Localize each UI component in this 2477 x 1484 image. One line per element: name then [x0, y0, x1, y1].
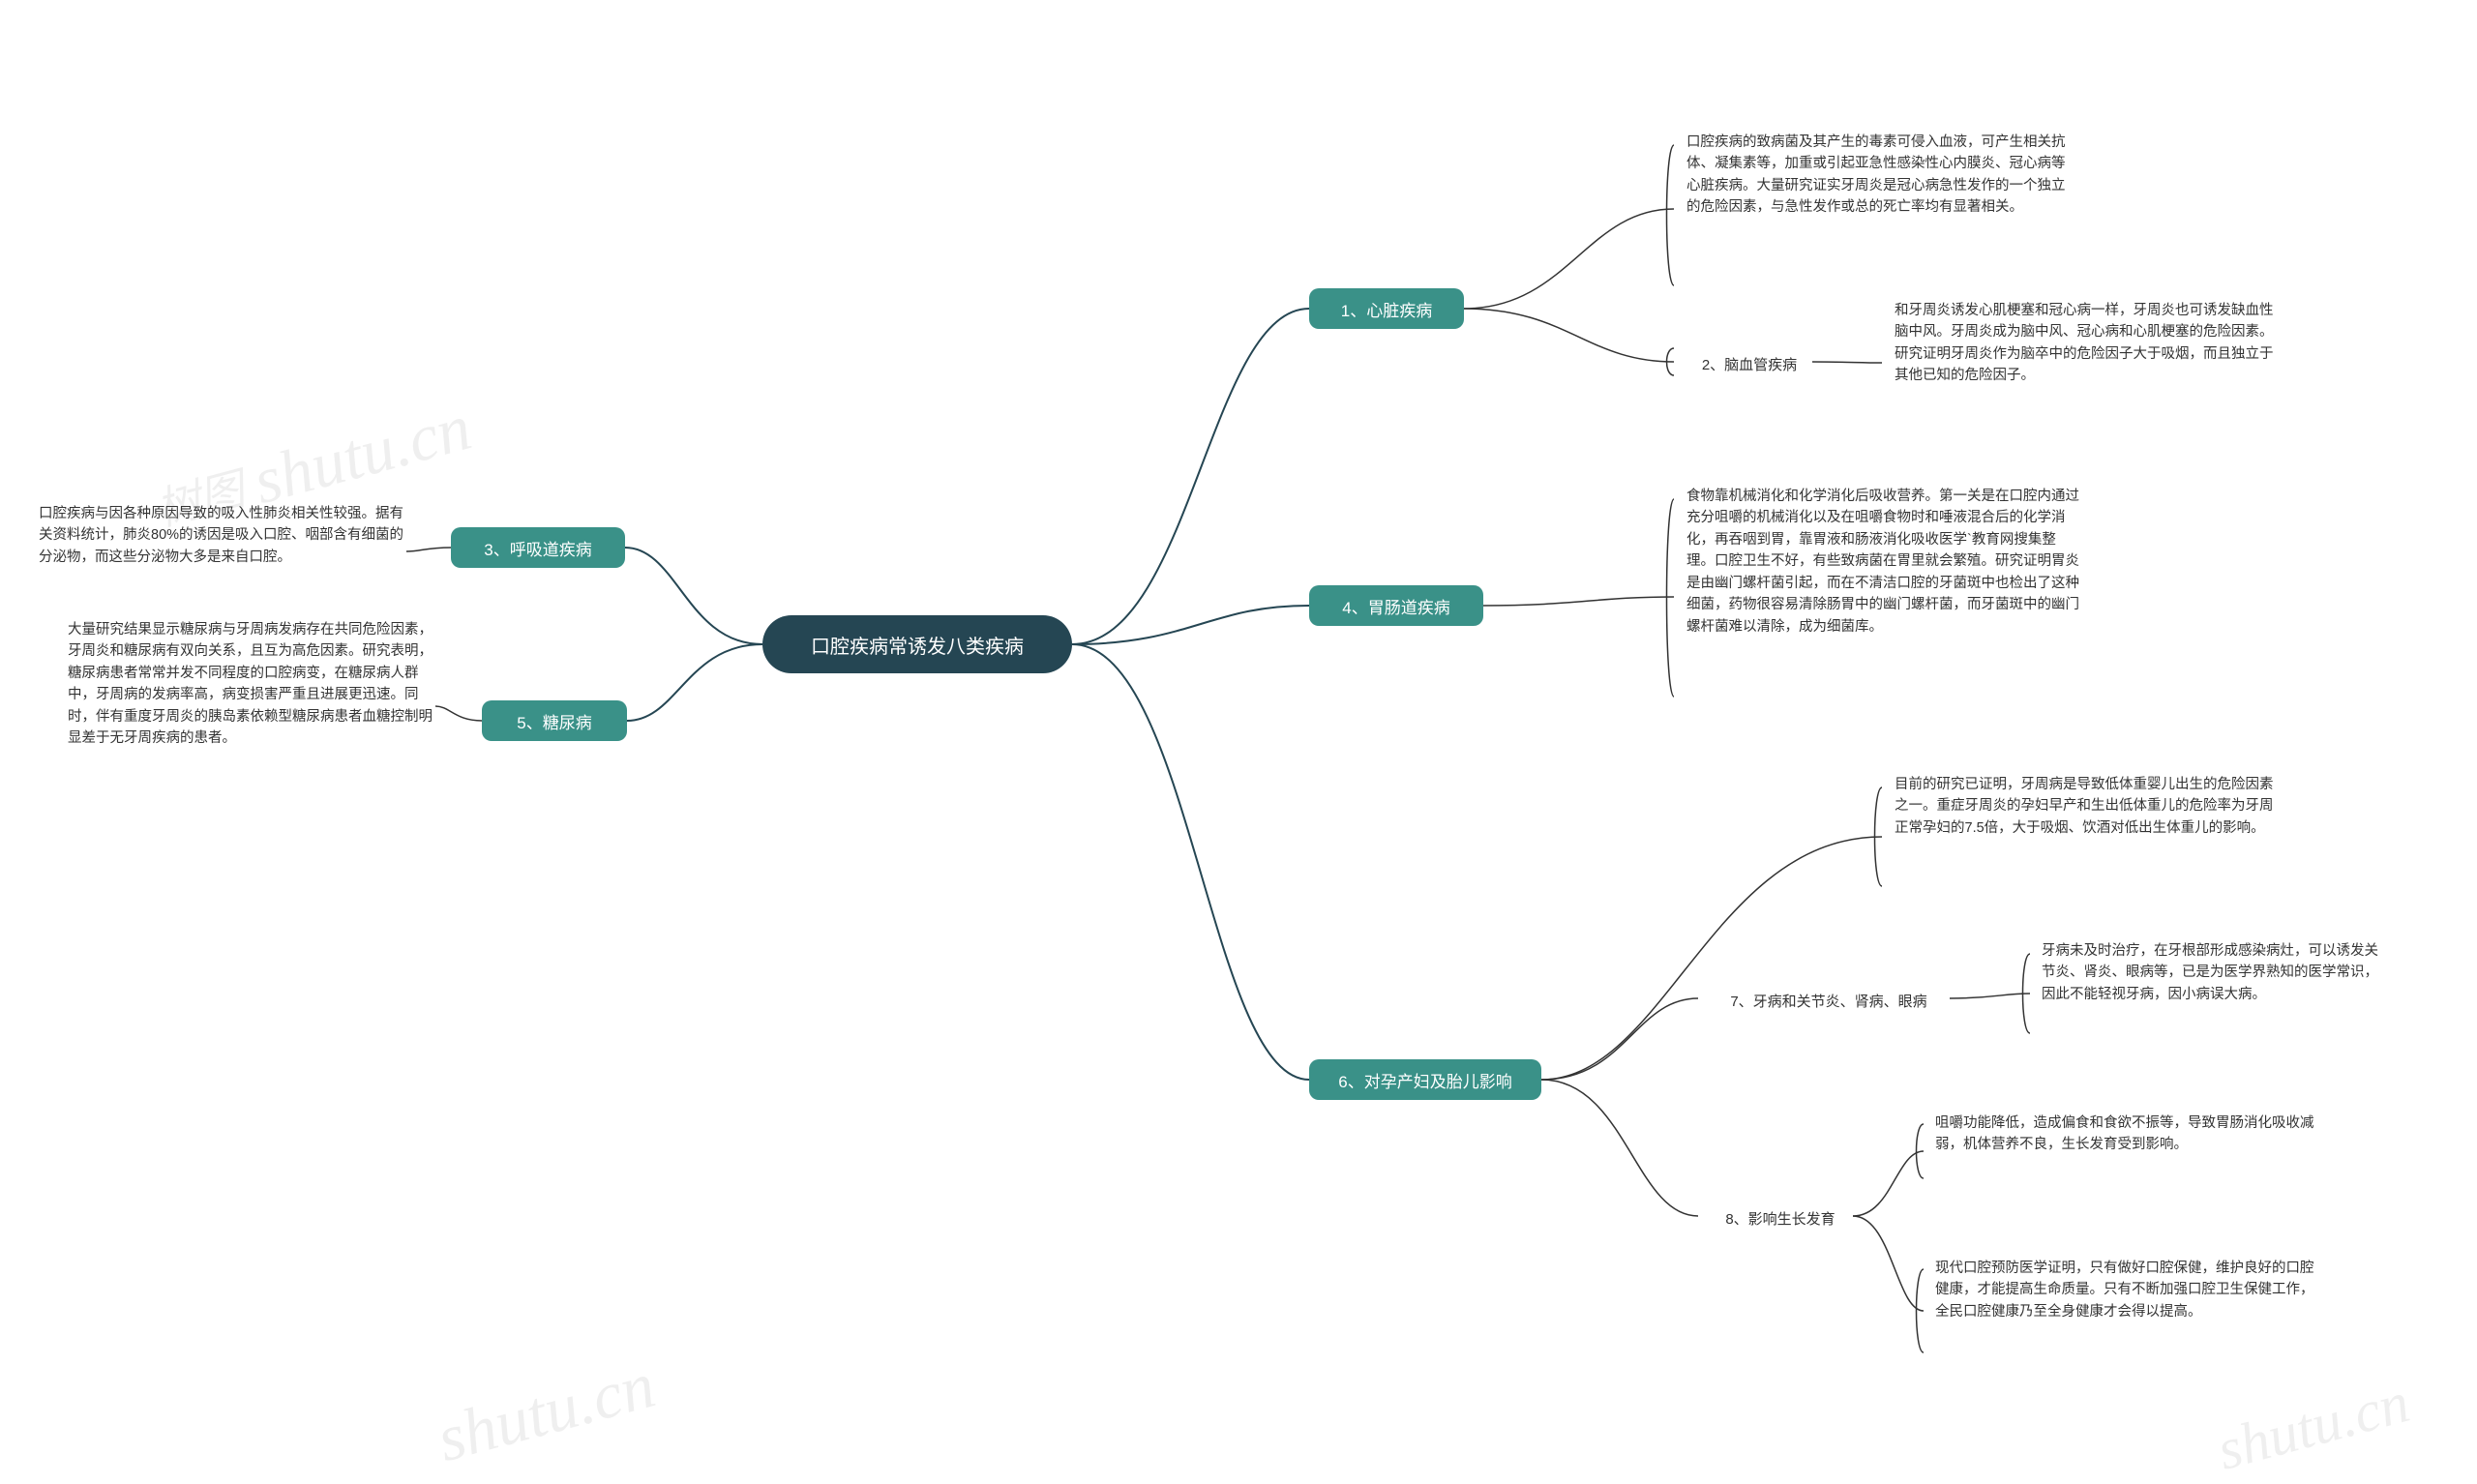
leaf-text: 咀嚼功能降低，造成偏食和食欲不振等，导致胃肠消化吸收减弱，机体营养不良，生长发育… — [1935, 1113, 2322, 1156]
branch-heart-disease[interactable]: 1、心脏疾病 — [1309, 288, 1464, 329]
leaf-text: 牙病未及时治疗，在牙根部形成感染病灶，可以诱发关节炎、肾炎、眼病等，已是为医学界… — [2042, 940, 2380, 1005]
branch-diabetes[interactable]: 5、糖尿病 — [482, 700, 627, 741]
branch-pregnancy[interactable]: 6、对孕产妇及胎儿影响 — [1309, 1059, 1541, 1100]
root-label: 口腔疾病常诱发八类疾病 — [811, 631, 1024, 659]
leaf-diabetes-detail: 大量研究结果显示糖尿病与牙周病发病存在共同危险因素，牙周炎和糖尿病有双向关系，且… — [68, 619, 435, 750]
watermark: shutu.cn — [246, 389, 479, 519]
watermark-text: shutu.cn — [246, 390, 478, 519]
leaf-text: 口腔疾病与因各种原因导致的吸入性肺炎相关性较强。据有关资料统计，肺炎80%的诱因… — [39, 503, 406, 568]
root-node[interactable]: 口腔疾病常诱发八类疾病 — [762, 615, 1072, 673]
watermark-text: shutu.cn — [2211, 1370, 2416, 1482]
sub-label: 8、影响生长发育 — [1725, 1208, 1835, 1229]
leaf-gastrointestinal-detail: 食物靠机械消化和化学消化后吸收营养。第一关是在口腔内通过充分咀嚼的机械消化以及在… — [1686, 486, 2083, 638]
leaf-heart-detail: 口腔疾病的致病菌及其产生的毒素可侵入血液，可产生相关抗体、凝集素等，加重或引起亚… — [1686, 132, 2074, 219]
leaf-joint-kidney-eye-detail: 牙病未及时治疗，在牙根部形成感染病灶，可以诱发关节炎、肾炎、眼病等，已是为医学界… — [2042, 940, 2380, 1005]
leaf-text: 和牙周炎诱发心肌梗塞和冠心病一样，牙周炎也可诱发缺血性脑中风。牙周炎成为脑中风、… — [1895, 300, 2282, 387]
sub-label: 2、脑血管疾病 — [1702, 354, 1797, 374]
branch-label: 4、胃肠道疾病 — [1342, 594, 1449, 618]
branch-respiratory[interactable]: 3、呼吸道疾病 — [451, 527, 625, 568]
leaf-text: 大量研究结果显示糖尿病与牙周病发病存在共同危险因素，牙周炎和糖尿病有双向关系，且… — [68, 619, 435, 750]
subbranch-growth[interactable]: 8、影响生长发育 — [1708, 1204, 1853, 1232]
mindmap-canvas: { "colors": { "root_bg": "#254653", "roo… — [0, 0, 2477, 1475]
branch-label: 1、心脏疾病 — [1341, 297, 1432, 321]
subbranch-joint-kidney-eye[interactable]: 7、牙病和关节炎、肾病、眼病 — [1708, 987, 1950, 1015]
leaf-text: 口腔疾病的致病菌及其产生的毒素可侵入血液，可产生相关抗体、凝集素等，加重或引起亚… — [1686, 132, 2074, 219]
sub-label: 7、牙病和关节炎、肾病、眼病 — [1730, 991, 1926, 1011]
leaf-text: 现代口腔预防医学证明，只有做好口腔保健，维护良好的口腔健康，才能提高生命质量。只… — [1935, 1258, 2322, 1322]
leaf-respiratory-detail: 口腔疾病与因各种原因导致的吸入性肺炎相关性较强。据有关资料统计，肺炎80%的诱因… — [39, 503, 406, 568]
branch-label: 5、糖尿病 — [517, 709, 591, 733]
leaf-pregnancy-detail: 目前的研究已证明，牙周病是导致低体重婴儿出生的危险因素之一。重症牙周炎的孕妇早产… — [1895, 774, 2282, 839]
watermark-text: shutu.cn — [430, 1348, 662, 1476]
watermark: shutu.cn — [430, 1347, 663, 1477]
leaf-cerebrovascular-detail: 和牙周炎诱发心肌梗塞和冠心病一样，牙周炎也可诱发缺血性脑中风。牙周炎成为脑中风、… — [1895, 300, 2282, 387]
leaf-growth-detail-1: 咀嚼功能降低，造成偏食和食欲不振等，导致胃肠消化吸收减弱，机体营养不良，生长发育… — [1935, 1113, 2322, 1156]
branch-gastrointestinal[interactable]: 4、胃肠道疾病 — [1309, 585, 1483, 626]
branch-label: 6、对孕产妇及胎儿影响 — [1338, 1068, 1511, 1092]
leaf-growth-detail-2: 现代口腔预防医学证明，只有做好口腔保健，维护良好的口腔健康，才能提高生命质量。只… — [1935, 1258, 2322, 1322]
watermark: shutu.cn — [2211, 1369, 2417, 1484]
subbranch-cerebrovascular[interactable]: 2、脑血管疾病 — [1686, 350, 1812, 378]
leaf-text: 目前的研究已证明，牙周病是导致低体重婴儿出生的危险因素之一。重症牙周炎的孕妇早产… — [1895, 774, 2282, 839]
branch-label: 3、呼吸道疾病 — [484, 536, 591, 560]
leaf-text: 食物靠机械消化和化学消化后吸收营养。第一关是在口腔内通过充分咀嚼的机械消化以及在… — [1686, 486, 2083, 638]
